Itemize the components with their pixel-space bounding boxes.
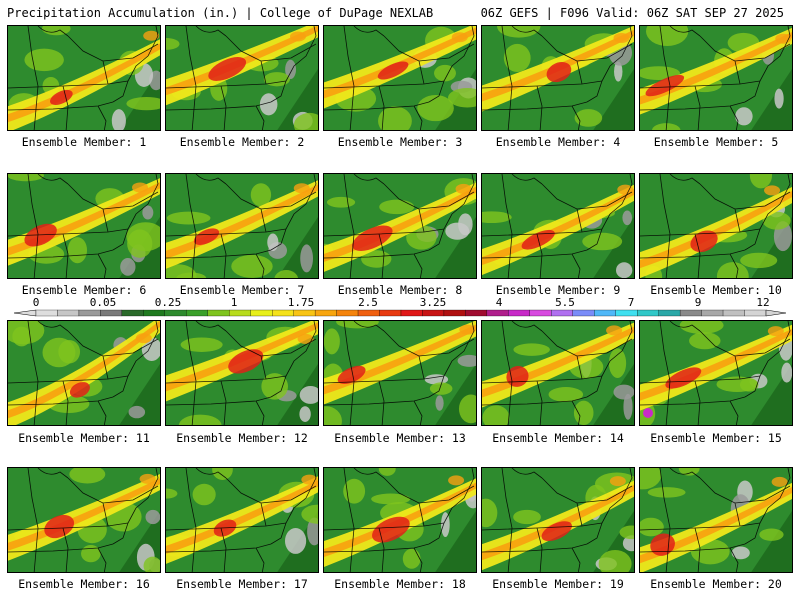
colorbar-arrow-left	[13, 309, 37, 317]
colorbar-tick-label: 5.5	[555, 296, 575, 309]
colorbar-bin	[615, 309, 638, 317]
colorbar-bin	[35, 309, 58, 317]
ensemble-member-label: Ensemble Member: 18	[334, 577, 466, 591]
ensemble-member-label: Ensemble Member: 15	[650, 431, 782, 445]
ensemble-member-map	[323, 173, 477, 279]
ensemble-member-label: Ensemble Member: 19	[492, 577, 624, 591]
ensemble-member-map	[481, 467, 635, 573]
colorbar-tick-label: 9	[694, 296, 702, 309]
ensemble-member-map	[481, 25, 635, 131]
colorbar-bin	[744, 309, 767, 317]
ensemble-member-label: Ensemble Member: 17	[176, 577, 308, 591]
ensemble-member-map	[639, 320, 793, 426]
ensemble-member-map	[165, 467, 319, 573]
colorbar-bin	[529, 309, 552, 317]
colorbar-bin	[272, 309, 294, 317]
ensemble-member-map	[7, 467, 161, 573]
colorbar-bin	[357, 309, 380, 317]
colorbar-bin	[186, 309, 208, 317]
colorbar-tick-label: 12	[756, 296, 770, 309]
ensemble-member-label: Ensemble Member: 11	[18, 431, 150, 445]
colorbar-tick-label: 7	[627, 296, 635, 309]
model-run-info: 06Z GEFS | F096 Valid: 06Z SAT SEP 27 20…	[480, 6, 784, 20]
colorbar-tick-label: 1.75	[287, 296, 315, 309]
colorbar-bin	[572, 309, 595, 317]
ensemble-member-label: Ensemble Member: 5	[653, 135, 779, 149]
colorbar-bin	[164, 309, 187, 317]
ensemble-member-label: Ensemble Member: 20	[650, 577, 782, 591]
colorbar-bin	[314, 309, 337, 317]
ensemble-member-map	[481, 173, 635, 279]
ensemble-member-map	[323, 320, 477, 426]
ensemble-member-map	[165, 25, 319, 131]
colorbar-tick-label: 3.25	[419, 296, 447, 309]
ensemble-member-label: Ensemble Member: 10	[650, 283, 782, 297]
colorbar-bin	[722, 309, 745, 317]
colorbar-bin	[658, 309, 681, 317]
map-title: Precipitation Accumulation (in.) | Colle…	[7, 6, 434, 20]
ensemble-member-label: Ensemble Member: 6	[21, 283, 147, 297]
colorbar-bin	[637, 309, 659, 317]
colorbar-tick-label: 1	[230, 296, 238, 309]
ensemble-member-label: Ensemble Member: 12	[176, 431, 308, 445]
ensemble-member-map	[165, 173, 319, 279]
ensemble-member-label: Ensemble Member: 8	[337, 283, 463, 297]
ensemble-member-label: Ensemble Member: 7	[179, 283, 305, 297]
colorbar-bin	[701, 309, 724, 317]
colorbar-bin	[100, 309, 123, 317]
precip-colorbar	[13, 309, 787, 317]
colorbar-bin	[508, 309, 530, 317]
ensemble-member-label: Ensemble Member: 13	[334, 431, 466, 445]
colorbar-bin	[293, 309, 316, 317]
ensemble-member-label: Ensemble Member: 16	[18, 577, 150, 591]
colorbar-bin	[121, 309, 144, 317]
colorbar-bin	[400, 309, 423, 317]
ensemble-member-label: Ensemble Member: 4	[495, 135, 621, 149]
ensemble-member-map	[7, 173, 161, 279]
ensemble-member-label: Ensemble Member: 3	[337, 135, 463, 149]
colorbar-bin	[679, 309, 702, 317]
colorbar-bin	[336, 309, 359, 317]
ensemble-member-map	[7, 320, 161, 426]
colorbar-arrow-right	[765, 309, 787, 317]
ensemble-member-map	[639, 467, 793, 573]
colorbar-bin	[486, 309, 509, 317]
ensemble-member-label: Ensemble Member: 1	[21, 135, 147, 149]
colorbar-bin	[443, 309, 466, 317]
colorbar-bin	[207, 309, 230, 317]
ensemble-member-map	[639, 25, 793, 131]
colorbar-tick-label: 2.5	[358, 296, 378, 309]
colorbar-bin	[594, 309, 616, 317]
colorbar-tick-label: 4	[495, 296, 503, 309]
ensemble-member-map	[323, 467, 477, 573]
colorbar-tick-label: 0.05	[89, 296, 117, 309]
colorbar-bin	[379, 309, 402, 317]
colorbar-tick-label: 0.25	[154, 296, 182, 309]
colorbar-bin	[551, 309, 573, 317]
ensemble-member-map	[7, 25, 161, 131]
colorbar-bin	[250, 309, 273, 317]
colorbar-bin	[465, 309, 488, 317]
ensemble-member-label: Ensemble Member: 9	[495, 283, 621, 297]
colorbar-bin	[143, 309, 165, 317]
colorbar-tick-label: 0	[32, 296, 40, 309]
colorbar-bin	[78, 309, 101, 317]
colorbar-bin	[57, 309, 80, 317]
ensemble-member-map	[165, 320, 319, 426]
ensemble-member-label: Ensemble Member: 2	[179, 135, 305, 149]
ensemble-member-map	[481, 320, 635, 426]
colorbar-bin	[422, 309, 445, 317]
colorbar-bin	[229, 309, 251, 317]
ensemble-member-label: Ensemble Member: 14	[492, 431, 624, 445]
ensemble-member-map	[639, 173, 793, 279]
ensemble-member-map	[323, 25, 477, 131]
